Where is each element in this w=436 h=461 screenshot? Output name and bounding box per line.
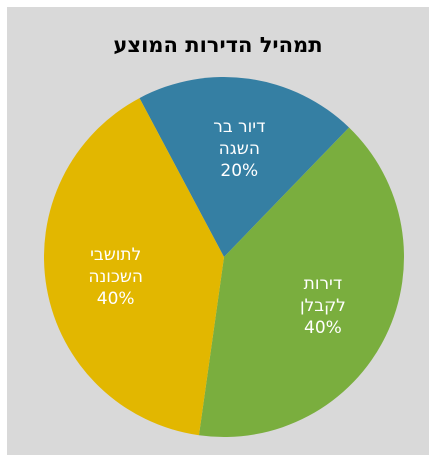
slice-category-label: השגה — [219, 139, 260, 159]
slice-label: דיור בר השגה 20% — [213, 117, 265, 181]
slice-category-label: לתושבי — [90, 245, 141, 265]
slice-percent-label: 20% — [220, 161, 258, 181]
pie-slice — [139, 77, 350, 257]
slice-category-label: דיור בר — [213, 117, 265, 137]
slice-label: דירות לקבלן 40% — [300, 274, 346, 338]
slice-percent-label: 40% — [97, 289, 135, 309]
slice-category-label: דירות — [304, 274, 342, 294]
slice-category-label: השכונה — [88, 267, 143, 287]
slice-percent-label: 40% — [304, 318, 342, 338]
pie-slice — [44, 98, 224, 436]
slice-label: לתושבי השכונה 40% — [88, 245, 143, 309]
pie-slice — [198, 127, 405, 438]
chart-title: תמהיל הדירות המוצע — [113, 33, 323, 57]
slice-category-label: לקבלן — [300, 296, 346, 316]
